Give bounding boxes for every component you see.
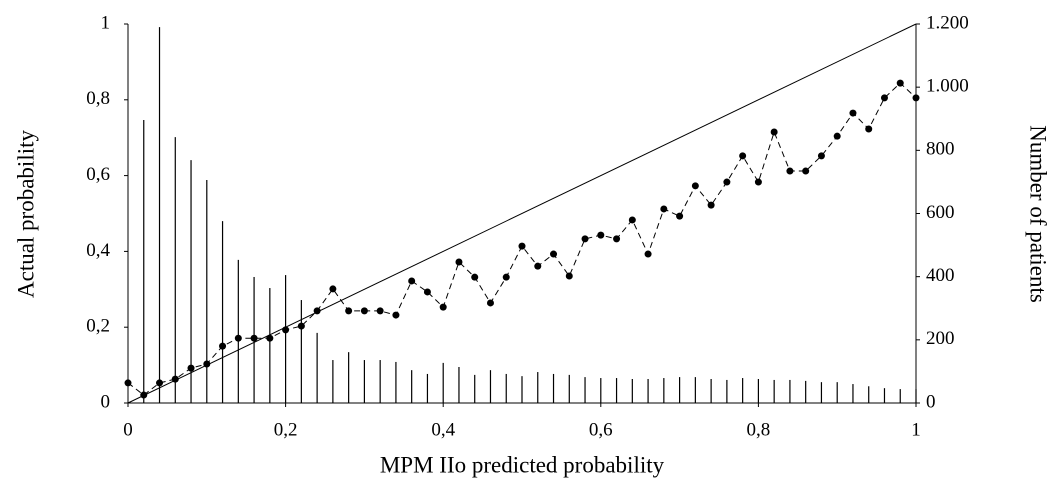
calibration-line (127, 82, 917, 396)
calibration-point (486, 299, 494, 307)
x-tick-label: 0,2 (274, 419, 298, 440)
calibration-point (613, 235, 621, 243)
calibration-point (802, 167, 810, 175)
calibration-point (691, 182, 699, 190)
calibration-point (770, 128, 778, 136)
y2-tick-label: 200 (926, 328, 955, 349)
calibration-point (833, 132, 841, 140)
y2-axis-title: Number of patients (1026, 125, 1051, 303)
calibration-point (723, 178, 731, 186)
x-tick-label: 0 (123, 419, 133, 440)
calibration-point (597, 231, 605, 239)
calibration-point (455, 258, 463, 266)
calibration-point (786, 167, 794, 175)
calibration-point (565, 272, 573, 280)
y2-tick-label: 800 (926, 139, 955, 160)
y-axis-title: Actual probability (13, 130, 38, 298)
calibration-point (581, 235, 589, 243)
calibration-point (408, 277, 416, 285)
calibration-point (313, 307, 321, 315)
calibration-point (739, 152, 747, 160)
calibration-point (754, 178, 762, 186)
calibration-point (707, 201, 715, 209)
calibration-point (550, 250, 558, 258)
y-tick-label: 0,4 (86, 240, 110, 261)
y-tick-label: 0,8 (86, 88, 110, 109)
calibration-point (140, 391, 148, 399)
y-tick-label: 1 (101, 12, 111, 33)
calibration-point (865, 125, 873, 133)
calibration-point (817, 152, 825, 160)
calibration-point (644, 250, 652, 258)
calibration-point (376, 307, 384, 315)
y-tick-label: 0 (101, 391, 111, 412)
calibration-point (471, 273, 479, 281)
y-tick-label: 0,2 (86, 316, 110, 337)
calibration-point (849, 109, 857, 117)
y-tick-label: 0,6 (86, 164, 110, 185)
calibration-point (360, 307, 368, 315)
y2-tick-label: 400 (926, 265, 955, 286)
calibration-point (676, 212, 684, 220)
y2-tick-label: 1.200 (926, 12, 969, 33)
calibration-point (156, 379, 164, 387)
y2-tick-label: 600 (926, 202, 955, 223)
calibration-point (171, 375, 179, 383)
calibration-point (219, 342, 227, 350)
calibration-point (912, 94, 920, 102)
x-axis-title: MPM IIo predicted probability (380, 452, 665, 477)
calibration-point (896, 79, 904, 87)
calibration-point (880, 94, 888, 102)
calibration-point (534, 262, 542, 270)
calibration-point (124, 379, 132, 387)
calibration-point (329, 285, 337, 293)
reference-line (127, 23, 917, 404)
x-tick-label: 0,8 (747, 419, 771, 440)
calibration-point (518, 242, 526, 250)
calibration-point (250, 334, 258, 342)
calibration-point (234, 334, 242, 342)
y2-tick-label: 1.000 (926, 76, 969, 97)
y2-tick-label: 0 (926, 391, 936, 412)
calibration-point (392, 311, 400, 319)
calibration-point (660, 205, 668, 213)
calibration-point (266, 334, 274, 342)
calibration-point (297, 322, 305, 330)
calibration-point (203, 360, 211, 368)
calibration-point (282, 326, 290, 334)
x-tick-label: 0,6 (589, 419, 613, 440)
calibration-point (502, 273, 510, 281)
x-tick-label: 1 (911, 419, 921, 440)
calibration-point (345, 307, 353, 315)
calibration-point (439, 303, 447, 311)
calibration-point (187, 364, 195, 372)
calibration-point (423, 288, 431, 296)
calibration-point (628, 216, 636, 224)
x-tick-label: 0,4 (431, 419, 455, 440)
